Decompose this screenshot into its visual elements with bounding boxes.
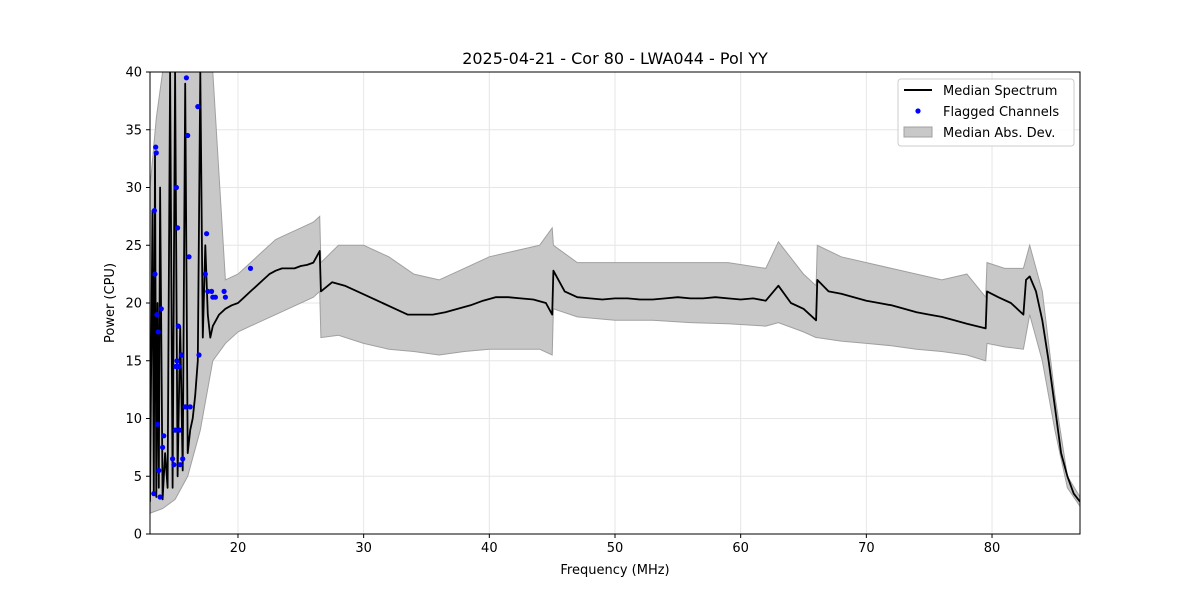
x-tick-label: 20 bbox=[230, 541, 247, 556]
flagged-channel-point bbox=[170, 456, 176, 462]
x-axis-label: Frequency (MHz) bbox=[560, 563, 669, 578]
mad-band bbox=[150, 72, 1080, 514]
x-tick-label: 60 bbox=[732, 541, 749, 556]
legend-mad-label: Median Abs. Dev. bbox=[943, 126, 1055, 141]
y-tick-label: 0 bbox=[134, 528, 142, 543]
median-spectrum-line bbox=[150, 72, 1080, 503]
y-tick-label: 15 bbox=[125, 354, 142, 369]
flagged-channel-point bbox=[152, 271, 158, 277]
flagged-channel-point bbox=[178, 352, 184, 358]
flagged-channel-point bbox=[151, 208, 157, 214]
x-tick-label: 30 bbox=[355, 541, 372, 556]
flagged-channel-point bbox=[247, 265, 254, 271]
legend-mad-swatch bbox=[903, 126, 933, 138]
y-tick-label: 40 bbox=[125, 66, 142, 81]
flagged-channel-point bbox=[176, 363, 182, 370]
flagged-channel-point bbox=[171, 462, 177, 468]
flagged-channel-point bbox=[175, 225, 181, 231]
flagged-channel-point bbox=[158, 306, 164, 312]
x-tick-label: 80 bbox=[984, 541, 1001, 556]
flagged-channel-point bbox=[177, 462, 183, 468]
x-tick-label: 70 bbox=[858, 541, 875, 556]
flagged-channel-point bbox=[155, 329, 161, 335]
y-tick-label: 25 bbox=[125, 239, 142, 254]
flagged-channel-point bbox=[209, 288, 215, 294]
y-tick-label: 10 bbox=[125, 412, 142, 427]
flagged-channel-point bbox=[156, 467, 162, 474]
x-tick-label: 50 bbox=[607, 541, 624, 556]
y-tick-label: 20 bbox=[125, 297, 142, 312]
flagged-channel-point bbox=[151, 491, 157, 497]
legend-box bbox=[897, 78, 1075, 147]
legend-flagged-swatch bbox=[915, 108, 921, 114]
x-tick-label: 40 bbox=[481, 541, 498, 556]
flagged-channel-point bbox=[175, 323, 181, 329]
flagged-channel-point bbox=[205, 288, 211, 294]
flagged-channel-point bbox=[202, 271, 208, 277]
flagged-channel-point bbox=[180, 456, 186, 462]
flagged-channel-point bbox=[154, 312, 160, 318]
flagged-channel-point bbox=[154, 421, 161, 427]
flagged-channel-point bbox=[157, 494, 163, 500]
y-tick-label: 5 bbox=[134, 470, 142, 485]
flagged-channel-point bbox=[173, 184, 179, 191]
flagged-channel-point bbox=[183, 75, 189, 81]
y-tick-label: 35 bbox=[125, 123, 142, 138]
legend-flagged-label: Flagged Channels bbox=[943, 105, 1059, 120]
flagged-channel-point bbox=[182, 404, 188, 410]
flagged-channel-point bbox=[161, 433, 167, 439]
flagged-channel-point bbox=[204, 231, 210, 237]
flagged-channel-point bbox=[172, 427, 178, 433]
y-tick-label: 30 bbox=[125, 181, 142, 196]
legend: Median Spectrum Flagged Channels Median … bbox=[897, 78, 1075, 147]
flagged-channel-point bbox=[212, 294, 218, 300]
flagged-channel-point bbox=[153, 150, 159, 156]
flagged-channel-point bbox=[174, 358, 180, 364]
flagged-channel-point bbox=[222, 294, 228, 300]
flagged-channel-point bbox=[153, 144, 159, 150]
flagged-channel-point bbox=[196, 352, 202, 358]
data-layer bbox=[150, 72, 1080, 514]
flagged-channel-point bbox=[195, 104, 201, 110]
chart-title: 2025-04-21 - Cor 80 - LWA044 - Pol YY bbox=[462, 49, 768, 68]
flagged-channel-point bbox=[186, 254, 192, 260]
flagged-channel-point bbox=[221, 288, 227, 294]
legend-median-label: Median Spectrum bbox=[943, 84, 1057, 99]
flagged-channel-point bbox=[185, 132, 191, 139]
flagged-channel-point bbox=[187, 404, 193, 410]
flagged-channel-point bbox=[176, 427, 183, 433]
flagged-channel-point bbox=[160, 444, 166, 450]
y-axis-label: Power (CPU) bbox=[103, 263, 118, 343]
ticks: 20 30 40 50 60 70 80 0 5 10 15 20 25 30 35 40 bbox=[125, 66, 1000, 557]
